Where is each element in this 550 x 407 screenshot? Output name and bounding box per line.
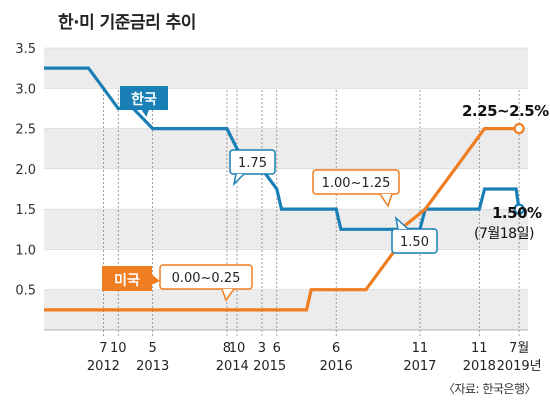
series-tag-tail: [152, 274, 160, 285]
callout-us-000-025: 0.00~0.25: [159, 264, 253, 302]
callout-box: [159, 264, 253, 290]
y-tick-label: 3.5: [15, 42, 36, 57]
x-year-label: 2013: [136, 359, 169, 374]
x-tick-label: 5: [149, 341, 157, 356]
callout-tail: [232, 173, 245, 187]
series-tag-label: 한국: [131, 92, 157, 108]
x-tick-label: 10: [229, 341, 246, 356]
callout-tail: [379, 193, 393, 208]
series-end-point: [513, 203, 525, 215]
x-tick-label: 7: [99, 341, 107, 356]
callout-tail: [221, 288, 235, 302]
grid-band: [44, 128, 528, 169]
x-year-label: 2018: [463, 359, 496, 374]
callout-label: 0.00~0.25: [172, 271, 241, 286]
x-tick-label: 8: [223, 341, 231, 356]
x-year-label: 2016: [320, 359, 353, 374]
grid-band: [44, 168, 528, 210]
us-end-label: 2.25~2.5%: [462, 102, 549, 120]
x-tick-label: 3: [258, 341, 266, 356]
callout-label: 1.75: [238, 156, 267, 171]
series-tag-box: [120, 86, 168, 110]
callout-us-100-125: 1.00~1.25: [312, 169, 400, 208]
source-note: 〈자료: 한국은행〉: [442, 382, 537, 396]
x-tick-label: 6: [273, 341, 281, 356]
x-year-label: 2012: [87, 359, 120, 374]
y-tick-label: 2.0: [15, 163, 36, 178]
x-tick-label: 6: [332, 341, 340, 356]
y-tick-label: 1.0: [15, 243, 36, 258]
x-year-label: 2015: [253, 359, 286, 374]
chart-title: 한·미 기준금리 추이: [58, 13, 196, 33]
y-tick-label: 3.0: [15, 82, 36, 97]
grid-band: [44, 48, 528, 89]
callout-label: 1.00~1.25: [322, 176, 391, 191]
grid-band: [44, 209, 528, 250]
korea-end-label: 1.50%: [492, 204, 542, 222]
series-tag-tail: [141, 110, 149, 117]
korea-series-tag: 한국: [120, 86, 168, 117]
x-year-label: 2019년: [497, 359, 542, 374]
callout-kr-150: 1.50: [391, 215, 438, 254]
callout-box: [312, 169, 400, 195]
callout-box: [391, 228, 438, 254]
callout-tail: [394, 215, 409, 230]
x-year-label: 2017: [403, 359, 436, 374]
series-tag-box: [102, 266, 152, 291]
y-tick-label: 2.5: [15, 123, 36, 138]
x-year-label: 2014: [216, 359, 249, 374]
usa-series-tag: 미국: [102, 266, 160, 291]
x-tick-label: 10: [110, 341, 127, 356]
y-tick-label: 1.5: [15, 203, 36, 218]
x-tick-label: 11: [471, 341, 488, 356]
x-tick-label: 7월: [509, 341, 529, 356]
callout-box: [229, 149, 276, 175]
y-tick-label: 0.5: [15, 284, 36, 299]
x-tick-label: 11: [412, 341, 429, 356]
series-tag-label: 미국: [114, 273, 140, 289]
series-end-point: [513, 122, 525, 135]
callout-kr-175: 1.75: [229, 149, 276, 187]
callout-label: 1.50: [400, 235, 429, 250]
korea-end-date: (7월18일): [474, 226, 534, 242]
